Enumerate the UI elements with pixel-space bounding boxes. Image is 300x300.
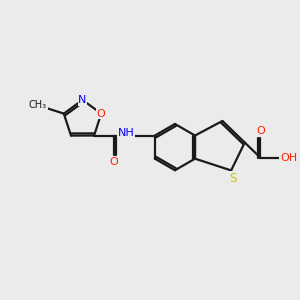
Text: N: N — [78, 95, 87, 105]
Text: NH: NH — [118, 128, 134, 138]
Text: O: O — [97, 109, 106, 118]
Text: OH: OH — [280, 153, 297, 163]
Text: O: O — [256, 126, 265, 136]
Text: O: O — [110, 158, 118, 167]
Text: S: S — [229, 172, 236, 185]
Text: CH₃: CH₃ — [29, 100, 47, 110]
